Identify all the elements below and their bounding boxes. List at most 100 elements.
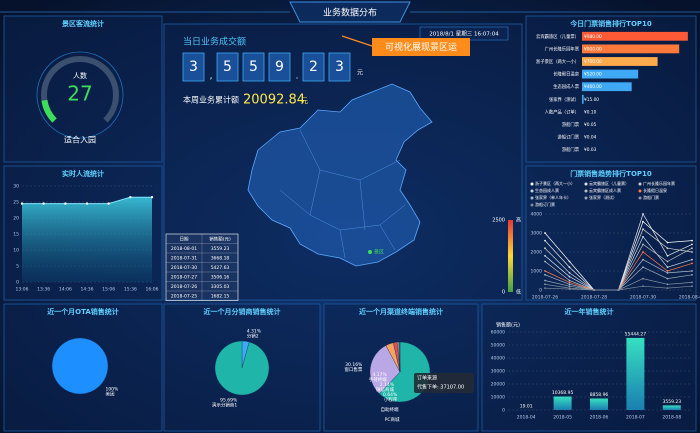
y-tick-label: 0 bbox=[502, 408, 505, 414]
point bbox=[568, 288, 571, 290]
value-label: ¥520.00 bbox=[584, 72, 602, 78]
x-tick-label: 2018-07-28 bbox=[581, 295, 607, 301]
point bbox=[691, 285, 693, 288]
y-tick-label: 30000 bbox=[491, 369, 505, 375]
panel-title: 近一个月渠道终端销售统计 bbox=[359, 307, 443, 316]
pie-slice bbox=[399, 341, 401, 373]
digit: 2 bbox=[309, 59, 318, 75]
table-cell: 3506.16 bbox=[211, 274, 230, 280]
bar-label: 人数产品（订单） bbox=[545, 108, 579, 115]
value-label: ¥15.00 bbox=[584, 97, 599, 103]
digit-box bbox=[302, 52, 325, 82]
legend-label: 浙子景区（两大一小） bbox=[535, 180, 575, 186]
pie-name-label: 分销2 bbox=[247, 332, 259, 339]
weekly-label: 本周业务累计额 bbox=[183, 95, 239, 105]
y-tick-label: 10000 bbox=[491, 395, 505, 401]
x-tick-label: 15:36 bbox=[124, 287, 137, 293]
point bbox=[666, 241, 669, 244]
table-cell: 3668.18 bbox=[211, 255, 230, 261]
table-cell: 2018-07-26 bbox=[171, 284, 197, 290]
point bbox=[64, 202, 67, 205]
y-axis-label: 销售额(元) bbox=[496, 322, 520, 329]
point bbox=[666, 283, 669, 286]
x-tick-label: 2018-08 bbox=[662, 415, 681, 421]
point bbox=[691, 239, 693, 242]
point bbox=[666, 247, 669, 250]
digit: 9 bbox=[275, 59, 284, 75]
bar-label: 生态园成人票 bbox=[553, 83, 579, 90]
pie-name-label: 手持终端 bbox=[369, 376, 387, 383]
bar bbox=[626, 337, 645, 410]
point bbox=[150, 196, 154, 199]
value-label: 8858.96 bbox=[590, 392, 609, 398]
y-tick-label: 15 bbox=[13, 232, 19, 238]
point bbox=[666, 254, 669, 257]
value-label: 3559.23 bbox=[662, 399, 681, 405]
point bbox=[666, 277, 669, 280]
bar-label: 游船门票 bbox=[562, 121, 580, 128]
point bbox=[666, 270, 669, 272]
banner-box bbox=[372, 38, 470, 56]
legend-label: 张家界（测试） bbox=[589, 194, 617, 200]
panel-title: 门票销售趋势排行TOP10 bbox=[570, 169, 652, 178]
pie-value-label: 4.17% bbox=[372, 372, 387, 378]
value-label: 55444.27 bbox=[625, 331, 647, 337]
point bbox=[691, 262, 693, 265]
pie-name-label: 美团 bbox=[105, 390, 114, 397]
y-tick-label: 50000 bbox=[491, 343, 505, 349]
x-tick-label: 2018-05 bbox=[553, 415, 572, 421]
x-tick-label: 14:36 bbox=[81, 287, 94, 293]
y-tick-label: 0 bbox=[16, 280, 19, 286]
pie-name-label: 自助终端 bbox=[381, 406, 399, 413]
value-label: ¥0.04 bbox=[584, 135, 597, 141]
map-marker-label: 景区 bbox=[374, 249, 384, 256]
point bbox=[666, 266, 669, 269]
y-tick-label: 1000 bbox=[531, 269, 543, 275]
tooltip-title: 订单来源 bbox=[417, 375, 437, 382]
x-tick-label: 2018-06 bbox=[590, 415, 609, 421]
table-header: 销售额(元) bbox=[209, 235, 231, 242]
pie-value-label: 95.69% bbox=[220, 398, 238, 404]
scale-high: 高 bbox=[516, 217, 521, 224]
value-label: 10368.95 bbox=[552, 390, 574, 396]
x-tick-label: 2018-08-01 bbox=[679, 295, 700, 301]
point bbox=[666, 272, 669, 274]
point bbox=[544, 254, 546, 257]
table-cell: 3559.23 bbox=[211, 246, 230, 252]
gauge-track bbox=[41, 56, 119, 123]
legend-label: 游船门票 bbox=[643, 194, 659, 200]
digit: 3 bbox=[189, 59, 198, 75]
digit-separator: , bbox=[210, 72, 213, 82]
point bbox=[544, 239, 546, 242]
bar bbox=[582, 57, 658, 66]
x-tick-label: 13:06 bbox=[16, 287, 29, 293]
point bbox=[568, 275, 571, 278]
y-tick-label: 2000 bbox=[531, 250, 543, 256]
y-tick-label: 20000 bbox=[491, 382, 505, 388]
pie-name-label: 窗口售票 bbox=[344, 366, 362, 373]
point bbox=[568, 285, 571, 288]
table-cell: 2018-07-25 bbox=[171, 293, 197, 299]
legend-marker bbox=[530, 203, 534, 207]
point bbox=[544, 232, 546, 234]
pie-name-label: 小程序 bbox=[384, 396, 398, 403]
digit: 5 bbox=[223, 59, 232, 75]
daily-unit: 元 bbox=[357, 70, 363, 77]
pie-value-label: 30.16% bbox=[345, 362, 363, 368]
value-label: ¥700.00 bbox=[584, 59, 602, 65]
banner-text: 可视化展现景区运 bbox=[385, 41, 457, 53]
pie-name-label: 演示分销商1 bbox=[212, 402, 237, 409]
pie-value-label: 100% bbox=[105, 386, 119, 392]
point bbox=[642, 285, 644, 288]
y-tick-label: 40000 bbox=[491, 356, 505, 362]
legend-marker bbox=[638, 182, 642, 186]
point bbox=[568, 272, 571, 274]
digit: 5 bbox=[249, 59, 258, 75]
bar bbox=[582, 31, 688, 41]
legend-marker bbox=[530, 182, 534, 186]
bar-label: 云宾霸旅区（儿童票） bbox=[536, 33, 579, 40]
pie-name-label: 微信商城 bbox=[376, 386, 394, 393]
point bbox=[642, 220, 644, 223]
pie-slice bbox=[51, 337, 109, 395]
header-title: 业务数据分布 bbox=[323, 7, 377, 19]
